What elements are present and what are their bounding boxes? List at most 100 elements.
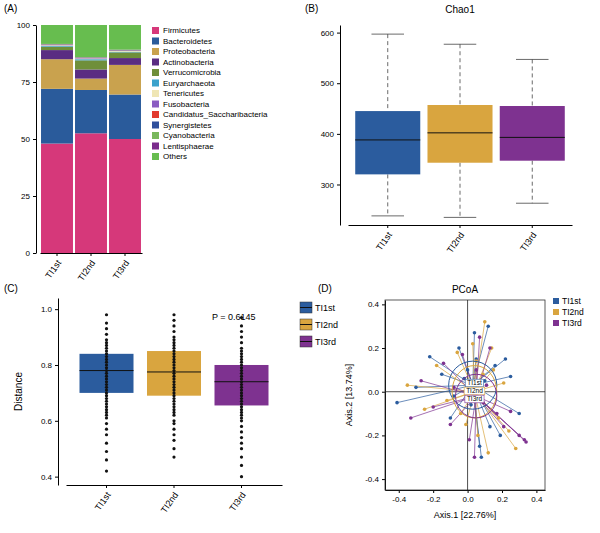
point — [105, 377, 108, 380]
point — [172, 408, 175, 411]
point — [105, 322, 108, 325]
box — [355, 111, 420, 174]
tick-mark — [382, 435, 385, 436]
point — [498, 434, 502, 438]
point — [488, 346, 492, 350]
centroid-label: TI3rd — [467, 395, 483, 402]
tick-mark — [532, 225, 533, 228]
point — [105, 428, 108, 431]
point — [105, 394, 108, 397]
tick-label: TI1st — [374, 230, 394, 253]
legend-swatch-line — [300, 307, 312, 308]
tick-label: 100 — [17, 21, 31, 30]
bar-segment — [109, 50, 141, 51]
bar-segment — [109, 51, 141, 53]
point — [483, 320, 487, 324]
point — [504, 357, 508, 361]
tick-label: TI3rd — [111, 258, 131, 281]
panel: (C)0.40.60.81.0TI1stTI2ndTI3rdDistanceP … — [4, 283, 338, 515]
point — [172, 428, 175, 431]
legend-swatch — [300, 302, 312, 313]
point — [240, 402, 243, 405]
point — [240, 455, 243, 458]
point — [172, 411, 175, 414]
point — [240, 341, 243, 344]
point — [240, 419, 243, 422]
tick-label: 0.4 — [368, 300, 380, 309]
bar-segment — [41, 44, 73, 45]
bars — [41, 25, 141, 253]
bar-segment — [41, 59, 73, 89]
tick-label: 0.2 — [497, 495, 509, 504]
point — [172, 372, 175, 375]
point — [240, 335, 243, 338]
legend-swatch-line — [300, 341, 312, 342]
point — [105, 405, 108, 408]
legend-label: TI3rd — [562, 318, 582, 328]
point — [240, 425, 243, 428]
tick-label: 25 — [21, 192, 30, 201]
legend-swatch — [152, 48, 159, 55]
tick-label: 0.4 — [41, 473, 53, 482]
point — [478, 335, 482, 339]
tick-mark — [33, 196, 36, 197]
point — [240, 363, 243, 366]
point — [172, 344, 175, 347]
point — [105, 433, 108, 436]
point — [471, 342, 475, 346]
centroid-label-box — [465, 379, 483, 387]
point — [464, 423, 468, 427]
point — [507, 429, 511, 433]
centroid-label-box — [464, 387, 485, 395]
point — [105, 349, 108, 352]
point — [105, 402, 108, 405]
legend-label: Actinobacteria — [163, 58, 214, 67]
bar-segment — [109, 139, 141, 253]
point — [172, 405, 175, 408]
point — [172, 352, 175, 355]
ellipse — [456, 374, 497, 418]
legend-label: TI2nd — [315, 320, 338, 330]
legend-label: Candidatus_Saccharibacteria — [163, 110, 268, 119]
point — [486, 451, 490, 455]
tick-label: 0.2 — [368, 344, 380, 353]
point — [409, 416, 413, 420]
panel-label: (A) — [4, 3, 17, 14]
tick: 0.0 — [368, 388, 385, 397]
tick-label: 50 — [21, 135, 30, 144]
tick: 0.4 — [368, 300, 385, 309]
tick: 600 — [321, 29, 340, 38]
bar-segment — [75, 69, 107, 78]
tick: TI3rd — [518, 225, 538, 253]
tick: 75 — [21, 78, 36, 87]
tick-label: 0.0 — [463, 495, 475, 504]
legend-swatch — [152, 101, 159, 108]
tick-mark — [174, 485, 175, 488]
point — [105, 458, 108, 461]
point — [172, 389, 175, 392]
legend-swatch — [152, 90, 159, 97]
point — [172, 386, 175, 389]
median — [500, 137, 565, 138]
point — [414, 386, 418, 390]
point — [517, 412, 521, 416]
point — [105, 416, 108, 419]
whisker-cap — [444, 44, 477, 45]
point — [105, 391, 108, 394]
legend-swatch-line — [300, 324, 312, 325]
legend-label: Lentisphaerae — [163, 142, 214, 151]
tick-mark — [33, 25, 36, 26]
tick-mark — [337, 184, 340, 185]
tick: 500 — [321, 79, 340, 88]
tick-mark — [399, 490, 400, 493]
tick: 0.4 — [41, 473, 58, 482]
tick-label: 300 — [321, 181, 335, 190]
axis-line — [58, 299, 59, 486]
bar-segment — [75, 57, 107, 58]
point — [240, 355, 243, 358]
axis: TI1stTI2ndTI3rd — [67, 485, 283, 515]
point — [406, 383, 410, 387]
tick-label: 0.6 — [41, 417, 53, 426]
point — [105, 369, 108, 372]
panel-label: (D) — [318, 283, 332, 294]
